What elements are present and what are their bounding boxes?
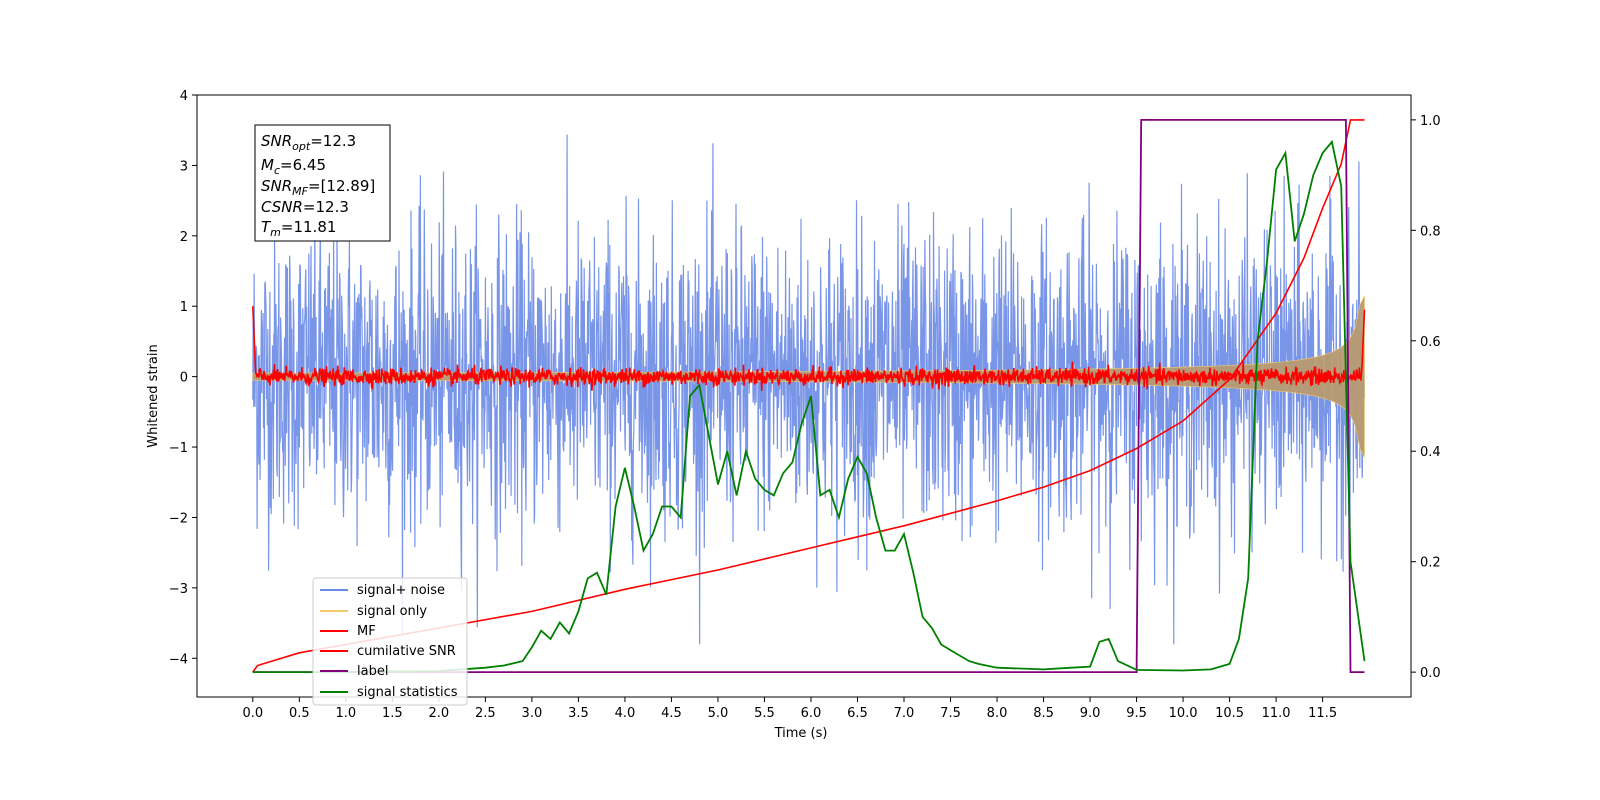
annotation-snr-mf: SNRMF=[12.89]: [261, 177, 375, 198]
x-tick-label: 8.5: [1033, 706, 1054, 721]
mf-line: [252, 306, 1366, 391]
annotation-snr-mf-symbol: SNR: [261, 177, 292, 195]
x-tick-label: 2.0: [429, 706, 450, 721]
series-label: [252, 119, 1365, 673]
legend-label-mf: MF: [357, 624, 376, 639]
annotation-tm: Tm=11.81: [261, 218, 336, 239]
annotation-mc-symbol: M: [261, 156, 274, 174]
x-tick-label: 11.5: [1308, 706, 1337, 721]
annotation-snr-mf-sub: MF: [292, 185, 308, 198]
x-tick-label: 7.0: [894, 706, 915, 721]
annotation-snr-opt-value: =12.3: [310, 132, 356, 150]
signal-statistics-line: [252, 139, 1366, 673]
x-tick-label: 6.0: [801, 706, 822, 721]
annotation-snr-opt-sub: opt: [292, 140, 311, 153]
y-tick-label: −1: [169, 441, 188, 456]
x-tick-label: 9.0: [1080, 706, 1101, 721]
annotation-snr-mf-value: =[12.89]: [308, 177, 375, 195]
annotation-csnr-symbol: CSNR: [261, 198, 303, 216]
plot-frame: [196, 94, 1412, 698]
x-tick-label: 10.0: [1169, 706, 1198, 721]
y-tick-label: 3: [180, 159, 188, 174]
x-tick-label: 8.0: [987, 706, 1008, 721]
legend-label-signal-statistics: signal statistics: [357, 685, 458, 700]
y-tick-label: 0: [180, 371, 188, 386]
legend-label-cumulative-snr: cumilative SNR: [357, 644, 456, 659]
legend-frame: [312, 577, 468, 706]
y-right-tick-label: 0.4: [1420, 445, 1441, 460]
y-right-tick-label: 0.8: [1420, 224, 1441, 239]
legend-label-signal-only: signal only: [357, 604, 427, 619]
x-tick-label: 2.5: [475, 706, 496, 721]
signal-noise-line: [252, 134, 1366, 645]
x-tick-label: 10.5: [1215, 706, 1244, 721]
annotation-tm-value: =11.81: [281, 218, 337, 236]
x-axis-label: Time (s): [774, 726, 828, 741]
x-tick-label: 3.0: [522, 706, 543, 721]
y-tick-label: 2: [180, 230, 188, 245]
legend: signal+ noise signal only MF cumilative …: [312, 577, 468, 706]
annotation-mc-value: =6.45: [280, 156, 326, 174]
x-tick-label: 0.0: [242, 706, 263, 721]
x-tick-label: 4.0: [615, 706, 636, 721]
label-line: [252, 119, 1365, 673]
y-right-tick-label: 0.6: [1420, 335, 1441, 350]
x-axis: 0.0 0.5 1.0 1.5 2.0 2.5 3.0 3.5 4.0 4.5 5.0 5.5 6.0 6…: [242, 697, 1337, 721]
y-tick-label: −3: [169, 582, 188, 597]
y-axis-right: 1.0 0.8 0.6 0.4 0.2 0.0: [1411, 114, 1441, 681]
y-right-tick-label: 0.2: [1420, 556, 1441, 571]
x-tick-label: 5.0: [708, 706, 729, 721]
annotation-csnr-value: =12.3: [303, 198, 349, 216]
legend-label-label: label: [357, 664, 388, 679]
x-tick-label: 6.5: [847, 706, 868, 721]
y-right-tick-label: 1.0: [1420, 114, 1441, 129]
x-tick-label: 1.5: [382, 706, 403, 721]
x-tick-label: 7.5: [940, 706, 961, 721]
annotation-snr-opt-symbol: SNR: [261, 132, 292, 150]
series-signal-only: [252, 295, 1365, 458]
annotation-snr-opt: SNRopt=12.3: [261, 132, 356, 153]
y-tick-label: −4: [169, 652, 188, 667]
y-axis-left: 4 3 2 1 0 −1 −2 −3 −4: [169, 89, 197, 667]
y-tick-label: 1: [180, 300, 188, 315]
x-tick-label: 0.5: [289, 706, 310, 721]
annotation-tm-sub: m: [270, 226, 281, 239]
info-box: SNRopt=12.3 Mc=6.45 SNRMF=[12.89] CSNR=1…: [254, 124, 391, 242]
y-tick-label: −2: [169, 511, 188, 526]
x-tick-label: 9.5: [1126, 706, 1147, 721]
signal-only-line: [252, 295, 1365, 458]
x-tick-label: 11.0: [1262, 706, 1291, 721]
annotation-mc: Mc=6.45: [261, 156, 326, 177]
series-mf: [252, 306, 1366, 391]
x-tick-label: 4.5: [661, 706, 682, 721]
x-tick-label: 1.0: [335, 706, 356, 721]
series-signal-statistics: [252, 139, 1366, 673]
annotation-csnr: CSNR=12.3: [261, 198, 349, 216]
info-box-frame: [254, 124, 391, 242]
legend-label-signal-noise: signal+ noise: [357, 583, 445, 598]
annotation-mc-sub: c: [274, 164, 280, 177]
annotation-tm-symbol: T: [261, 218, 272, 236]
series-signal-noise: [252, 134, 1366, 645]
y-right-tick-label: 0.0: [1420, 666, 1441, 681]
x-tick-label: 5.5: [754, 706, 775, 721]
x-tick-label: 3.5: [568, 706, 589, 721]
y-axis-label: Whitened strain: [146, 344, 161, 447]
y-tick-label: 4: [180, 89, 188, 104]
